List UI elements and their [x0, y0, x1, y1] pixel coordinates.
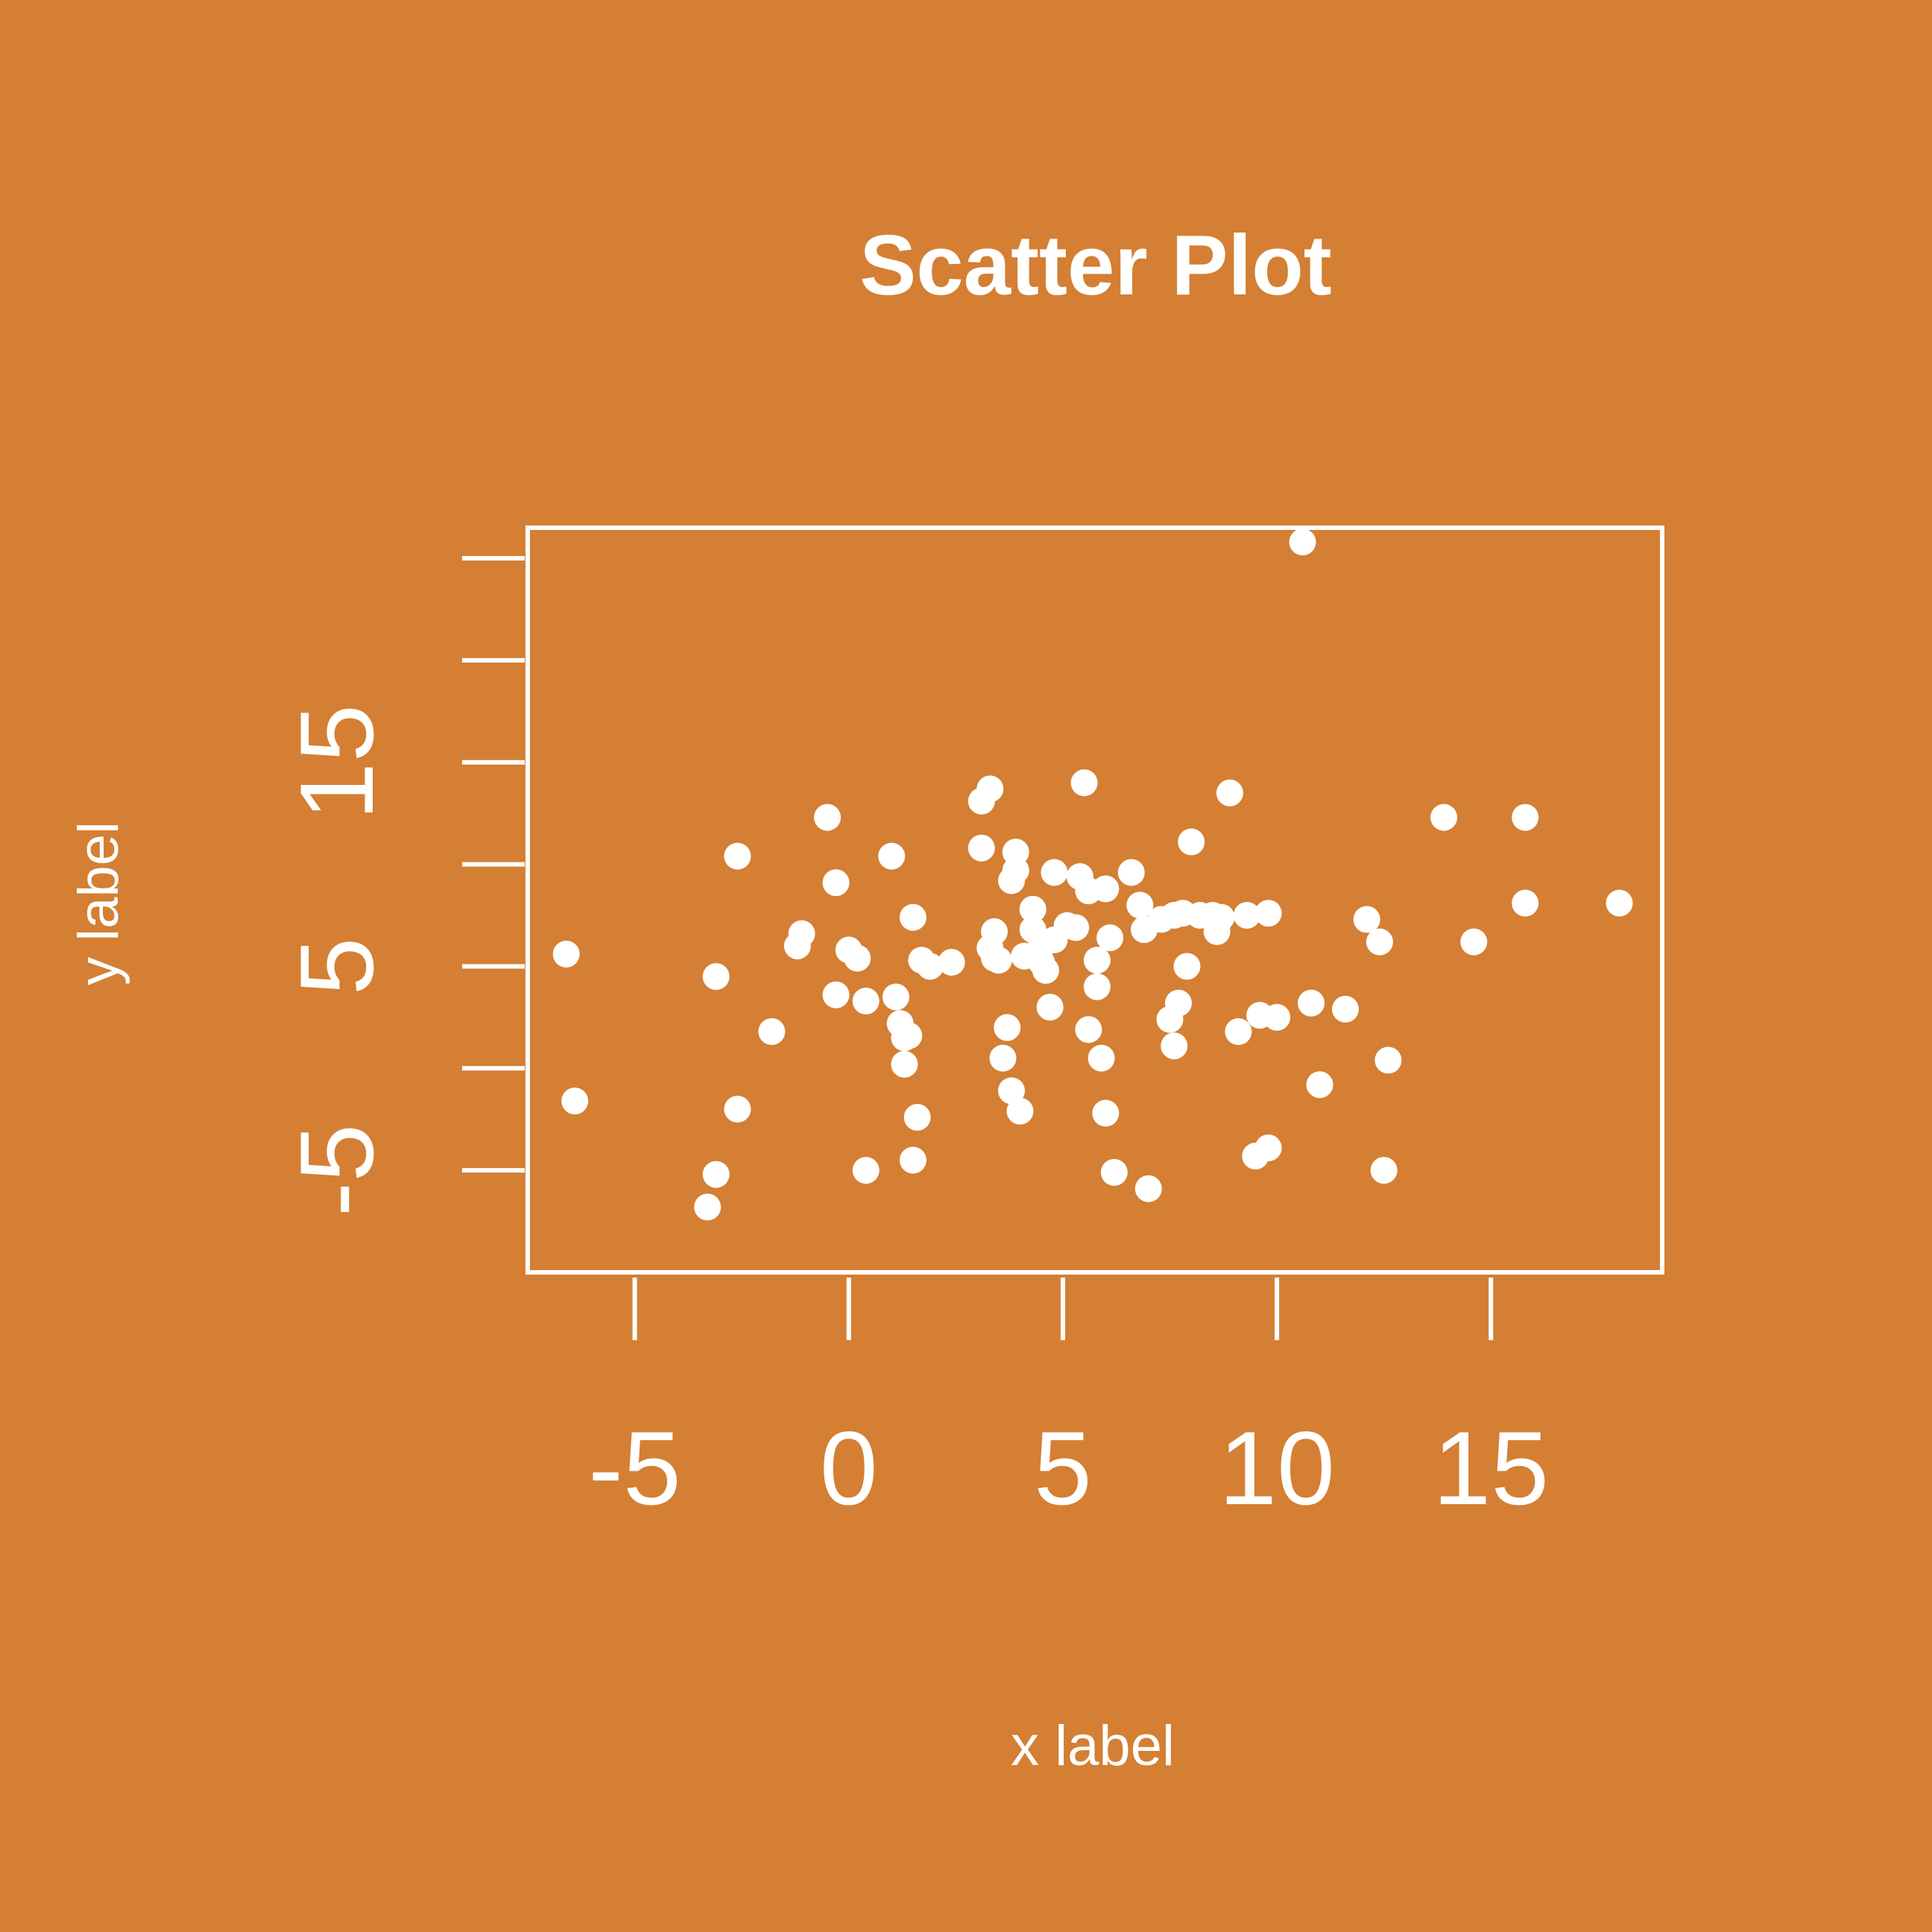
y-axis: -5 5 15 [278, 556, 525, 1216]
data-point [1606, 889, 1633, 917]
data-point [1092, 1099, 1120, 1127]
data-point [822, 981, 850, 1008]
data-point [1460, 928, 1488, 956]
data-point [899, 903, 926, 931]
data-point [1178, 828, 1205, 856]
y-tick-label: 5 [278, 938, 395, 996]
data-point [1216, 779, 1243, 806]
data-points [552, 528, 1633, 1221]
data-point [1036, 994, 1064, 1021]
data-point [989, 1044, 1017, 1072]
x-tick-label: 5 [1034, 1409, 1092, 1527]
data-point [1233, 902, 1260, 929]
data-point [852, 1157, 880, 1184]
data-point [1512, 889, 1539, 917]
x-tick-label: 10 [1219, 1409, 1335, 1527]
data-point [694, 1193, 722, 1221]
data-point [1430, 804, 1458, 831]
data-point [1208, 903, 1235, 931]
data-point [1173, 953, 1201, 980]
x-axis-label: x label [1011, 1714, 1175, 1778]
data-point [878, 842, 906, 870]
data-point [1306, 1071, 1333, 1099]
data-point [1006, 1097, 1034, 1125]
data-point [1370, 1157, 1398, 1184]
data-point [938, 948, 965, 976]
data-point [1002, 856, 1029, 884]
data-point [724, 842, 751, 870]
data-point [758, 1018, 786, 1046]
data-point [1083, 947, 1111, 974]
data-point [852, 987, 880, 1014]
data-point [1075, 1016, 1102, 1044]
data-point [1254, 1134, 1282, 1162]
y-tick-label: 15 [278, 704, 395, 821]
data-point [1092, 875, 1120, 903]
data-point [561, 1087, 589, 1115]
data-point [1331, 995, 1359, 1023]
data-point [1041, 859, 1068, 886]
data-point [814, 804, 842, 831]
plot-frame [525, 525, 1664, 1275]
data-point [1062, 914, 1090, 941]
data-point [967, 834, 995, 862]
data-point [1126, 891, 1154, 919]
data-point [916, 953, 944, 980]
data-point [1019, 895, 1046, 923]
data-point [1134, 1175, 1162, 1202]
data-point [1117, 859, 1145, 886]
data-point [822, 869, 850, 897]
data-point [1225, 1018, 1252, 1046]
data-point [1254, 900, 1282, 927]
data-point [899, 1146, 926, 1174]
data-point [1096, 924, 1124, 952]
data-point [552, 941, 580, 968]
x-tick-label: -5 [588, 1409, 681, 1527]
data-point [788, 920, 815, 947]
data-point [1374, 1046, 1402, 1074]
data-point [1070, 769, 1098, 797]
data-point [1298, 989, 1325, 1017]
data-point [967, 787, 995, 815]
data-point [903, 1103, 931, 1131]
data-point [702, 1161, 730, 1188]
y-tick-label: -5 [278, 1124, 395, 1216]
data-point [1366, 928, 1393, 956]
x-tick-label: 0 [820, 1409, 878, 1527]
data-point [1028, 932, 1055, 960]
data-point [891, 1050, 918, 1078]
data-point [1263, 1003, 1291, 1031]
data-point [702, 963, 730, 991]
x-axis: -5 0 5 10 15 [588, 1278, 1549, 1527]
data-point [1164, 989, 1192, 1017]
data-point [1353, 906, 1380, 933]
data-point [895, 1022, 923, 1049]
data-point [1083, 973, 1111, 1000]
chart-title: Scatter Plot [859, 218, 1332, 313]
data-point [1087, 1044, 1115, 1072]
data-point [998, 1077, 1026, 1105]
data-point [1161, 1032, 1188, 1060]
data-point [844, 944, 871, 972]
data-point [994, 1014, 1021, 1041]
data-point [1289, 528, 1316, 556]
data-point [1002, 839, 1029, 866]
data-point [985, 947, 1012, 974]
data-point [882, 983, 909, 1011]
data-point [1512, 804, 1539, 831]
y-axis-label: y label [67, 821, 130, 985]
data-point [1032, 956, 1059, 984]
x-tick-label: 15 [1433, 1409, 1549, 1527]
data-point [724, 1096, 751, 1123]
data-point [1100, 1158, 1128, 1186]
